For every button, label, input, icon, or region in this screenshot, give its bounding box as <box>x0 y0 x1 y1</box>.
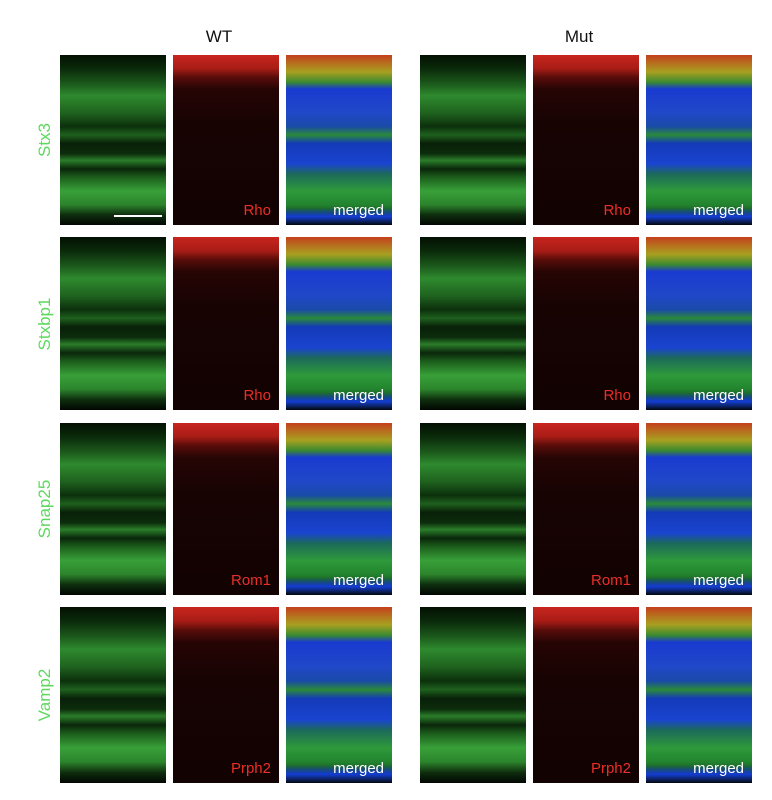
row-label: Stx3 <box>35 122 54 158</box>
channel-label: Rho <box>243 387 271 404</box>
green-panel <box>60 607 166 783</box>
red-panel: Rho <box>173 55 279 225</box>
merged-panel: merged <box>646 423 752 595</box>
red-panel: Rho <box>533 237 639 410</box>
merged-panel: merged <box>646 607 752 783</box>
green-panel <box>420 55 526 225</box>
row-label: Vamp2 <box>35 668 54 722</box>
row-label: Stxbp1 <box>35 297 54 350</box>
channel-label: Prph2 <box>590 760 631 777</box>
merged-label: merged <box>693 572 744 589</box>
red-panel: Prph2 <box>533 607 639 783</box>
green-panel <box>420 423 526 595</box>
green-panel <box>60 55 166 225</box>
group-title: WT <box>205 27 233 46</box>
channel-label: Rom1 <box>230 572 271 589</box>
merged-label: merged <box>693 760 744 777</box>
green-panel <box>60 237 166 410</box>
merged-label: merged <box>333 387 384 404</box>
row-label: Snap25 <box>35 479 54 539</box>
merged-panel: merged <box>286 423 392 595</box>
merged-label: merged <box>333 760 384 777</box>
scale-bar <box>114 215 162 217</box>
channel-label: Rho <box>603 387 631 404</box>
merged-panel: merged <box>646 55 752 225</box>
red-panel: Rom1 <box>533 423 639 595</box>
red-panel: Rho <box>173 237 279 410</box>
red-panel: Rom1 <box>173 423 279 595</box>
red-panel: Prph2 <box>173 607 279 783</box>
merged-label: merged <box>333 202 384 219</box>
channel-label: Rom1 <box>590 572 631 589</box>
merged-panel: merged <box>286 55 392 225</box>
merged-panel: merged <box>286 607 392 783</box>
merged-label: merged <box>693 202 744 219</box>
green-panel <box>420 237 526 410</box>
merged-label: merged <box>333 572 384 589</box>
group-title: Mut <box>564 27 594 46</box>
channel-label: Rho <box>243 202 271 219</box>
green-panel <box>60 423 166 595</box>
merged-panel: merged <box>646 237 752 410</box>
merged-panel: merged <box>286 237 392 410</box>
channel-label: Prph2 <box>230 760 271 777</box>
green-panel <box>420 607 526 783</box>
channel-label: Rho <box>603 202 631 219</box>
merged-label: merged <box>693 387 744 404</box>
red-panel: Rho <box>533 55 639 225</box>
